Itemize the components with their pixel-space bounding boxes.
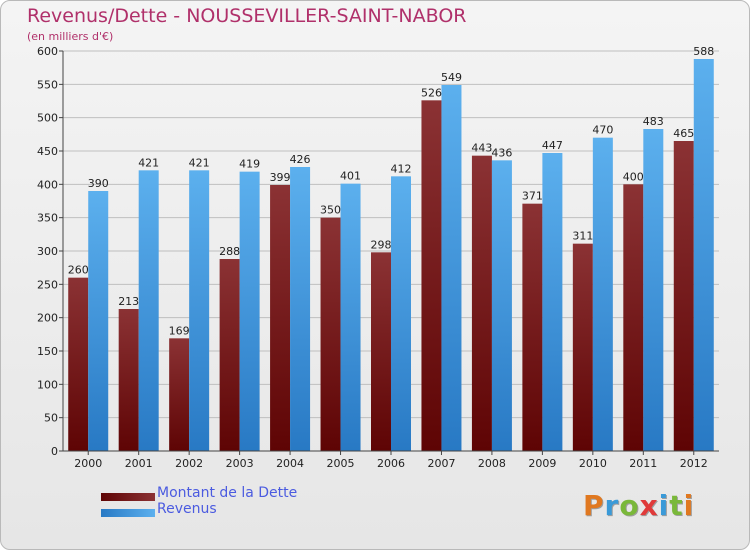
data-label-dette-2001: 213: [118, 295, 139, 308]
bar-revenus-2010: [592, 137, 613, 451]
data-label-revenus-2009: 447: [542, 139, 563, 152]
x-tick-label-2004: 2004: [276, 457, 304, 470]
legend-label-dette: Montant de la Dette: [157, 485, 298, 501]
chart-subtitle: (en milliers d'€): [27, 30, 114, 43]
bar-dette-2009: [522, 203, 543, 451]
bar-revenus-2007: [441, 85, 462, 451]
data-label-dette-2002: 169: [169, 324, 190, 337]
x-tick-label-2010: 2010: [579, 457, 607, 470]
proxiti-logo: Proxiti: [583, 489, 694, 522]
data-label-revenus-2005: 401: [340, 170, 361, 183]
bar-revenus-2011: [643, 129, 664, 451]
axis-layer: 0 50 100 150 200 250 300 350 400 450 500 550 600 2000…: [37, 45, 719, 470]
bar-revenus-2000: [88, 191, 109, 451]
legend-label-revenus: Revenus: [157, 501, 217, 517]
bar-dette-2002: [169, 338, 190, 451]
data-label-revenus-2011: 483: [643, 115, 664, 128]
data-label-revenus-2006: 412: [391, 162, 412, 175]
y-tick-label: 300: [37, 245, 58, 258]
bar-dette-2012: [673, 141, 694, 451]
data-label-revenus-2008: 436: [491, 146, 512, 159]
x-tick-label-2000: 2000: [74, 457, 102, 470]
data-label-dette-2004: 399: [270, 171, 291, 184]
bar-dette-2005: [320, 217, 341, 451]
legend-swatch-dette: [101, 493, 155, 501]
x-tick-label-2005: 2005: [327, 457, 355, 470]
data-label-dette-2006: 298: [371, 238, 392, 251]
data-label-dette-2010: 311: [572, 230, 593, 243]
data-label-dette-2009: 371: [522, 190, 543, 203]
x-tick-label-2009: 2009: [528, 457, 556, 470]
bar-revenus-2005: [340, 183, 361, 451]
data-label-revenus-2007: 549: [441, 71, 462, 84]
bar-revenus-2004: [290, 167, 311, 451]
data-label-revenus-2003: 419: [239, 158, 260, 171]
data-label-revenus-2012: 588: [693, 45, 714, 58]
x-tick-label-2007: 2007: [427, 457, 455, 470]
y-tick-label: 500: [37, 112, 58, 125]
logo-letter: r: [604, 489, 620, 522]
data-label-revenus-2004: 426: [290, 153, 311, 166]
data-label-dette-2008: 443: [471, 142, 492, 155]
x-tick-label-2003: 2003: [226, 457, 254, 470]
legend-swatch-revenus: [101, 509, 155, 517]
bar-dette-2008: [471, 155, 492, 451]
logo-letter: i: [658, 489, 670, 522]
y-tick-label: 50: [44, 412, 58, 425]
label-layer: 260 390 213 421 169 421 288 419 399 426 350 401 298 4…: [68, 45, 715, 337]
bar-dette-2006: [371, 252, 391, 451]
y-tick-label: 600: [37, 45, 58, 58]
data-label-dette-2012: 465: [673, 127, 694, 140]
x-tick-label-2012: 2012: [680, 457, 708, 470]
y-tick-label: 150: [37, 345, 58, 358]
data-label-dette-2005: 350: [320, 204, 341, 217]
y-tick-label: 100: [37, 378, 58, 391]
bar-dette-2003: [219, 259, 240, 451]
bar-dette-2007: [421, 100, 442, 451]
logo-letter: o: [619, 489, 640, 522]
logo-letter: i: [683, 489, 695, 522]
y-tick-label: 550: [37, 78, 58, 91]
bar-dette-2001: [118, 309, 139, 451]
bar-revenus-2006: [391, 176, 411, 452]
data-label-dette-2000: 260: [68, 264, 89, 277]
bar-dette-2004: [270, 185, 291, 451]
bar-revenus-2002: [189, 170, 210, 452]
x-tick-label-2008: 2008: [478, 457, 506, 470]
y-tick-label: 0: [51, 445, 58, 458]
y-tick-label: 250: [37, 278, 58, 291]
data-label-dette-2007: 526: [421, 86, 442, 99]
x-tick-label-2006: 2006: [377, 457, 405, 470]
data-label-dette-2011: 400: [623, 170, 644, 183]
x-tick-label-2011: 2011: [629, 457, 657, 470]
logo-letter: x: [639, 489, 659, 522]
bar-layer: [68, 59, 714, 452]
data-label-revenus-2001: 421: [138, 156, 159, 169]
y-tick-label: 400: [37, 178, 58, 191]
bar-dette-2010: [572, 243, 593, 451]
bar-revenus-2001: [138, 170, 159, 452]
y-tick-label: 450: [37, 145, 58, 158]
data-label-revenus-2002: 421: [189, 156, 210, 169]
data-label-revenus-2000: 390: [88, 177, 109, 190]
bar-revenus-2012: [693, 59, 714, 451]
data-label-dette-2003: 288: [219, 245, 240, 258]
bar-dette-2011: [623, 184, 644, 452]
bar-revenus-2003: [239, 171, 260, 451]
bar-revenus-2009: [542, 153, 563, 451]
y-tick-label: 350: [37, 212, 58, 225]
y-tick-label: 200: [37, 312, 58, 325]
bar-revenus-2008: [491, 160, 512, 452]
logo-letter: t: [669, 489, 684, 522]
x-tick-label-2002: 2002: [175, 457, 203, 470]
logo-letter: P: [583, 489, 605, 522]
chart-title: Revenus/Dette - NOUSSEVILLER-SAINT-NABOR: [27, 5, 467, 27]
data-label-revenus-2010: 470: [592, 124, 613, 137]
bar-dette-2000: [68, 277, 89, 451]
x-tick-label-2001: 2001: [125, 457, 153, 470]
